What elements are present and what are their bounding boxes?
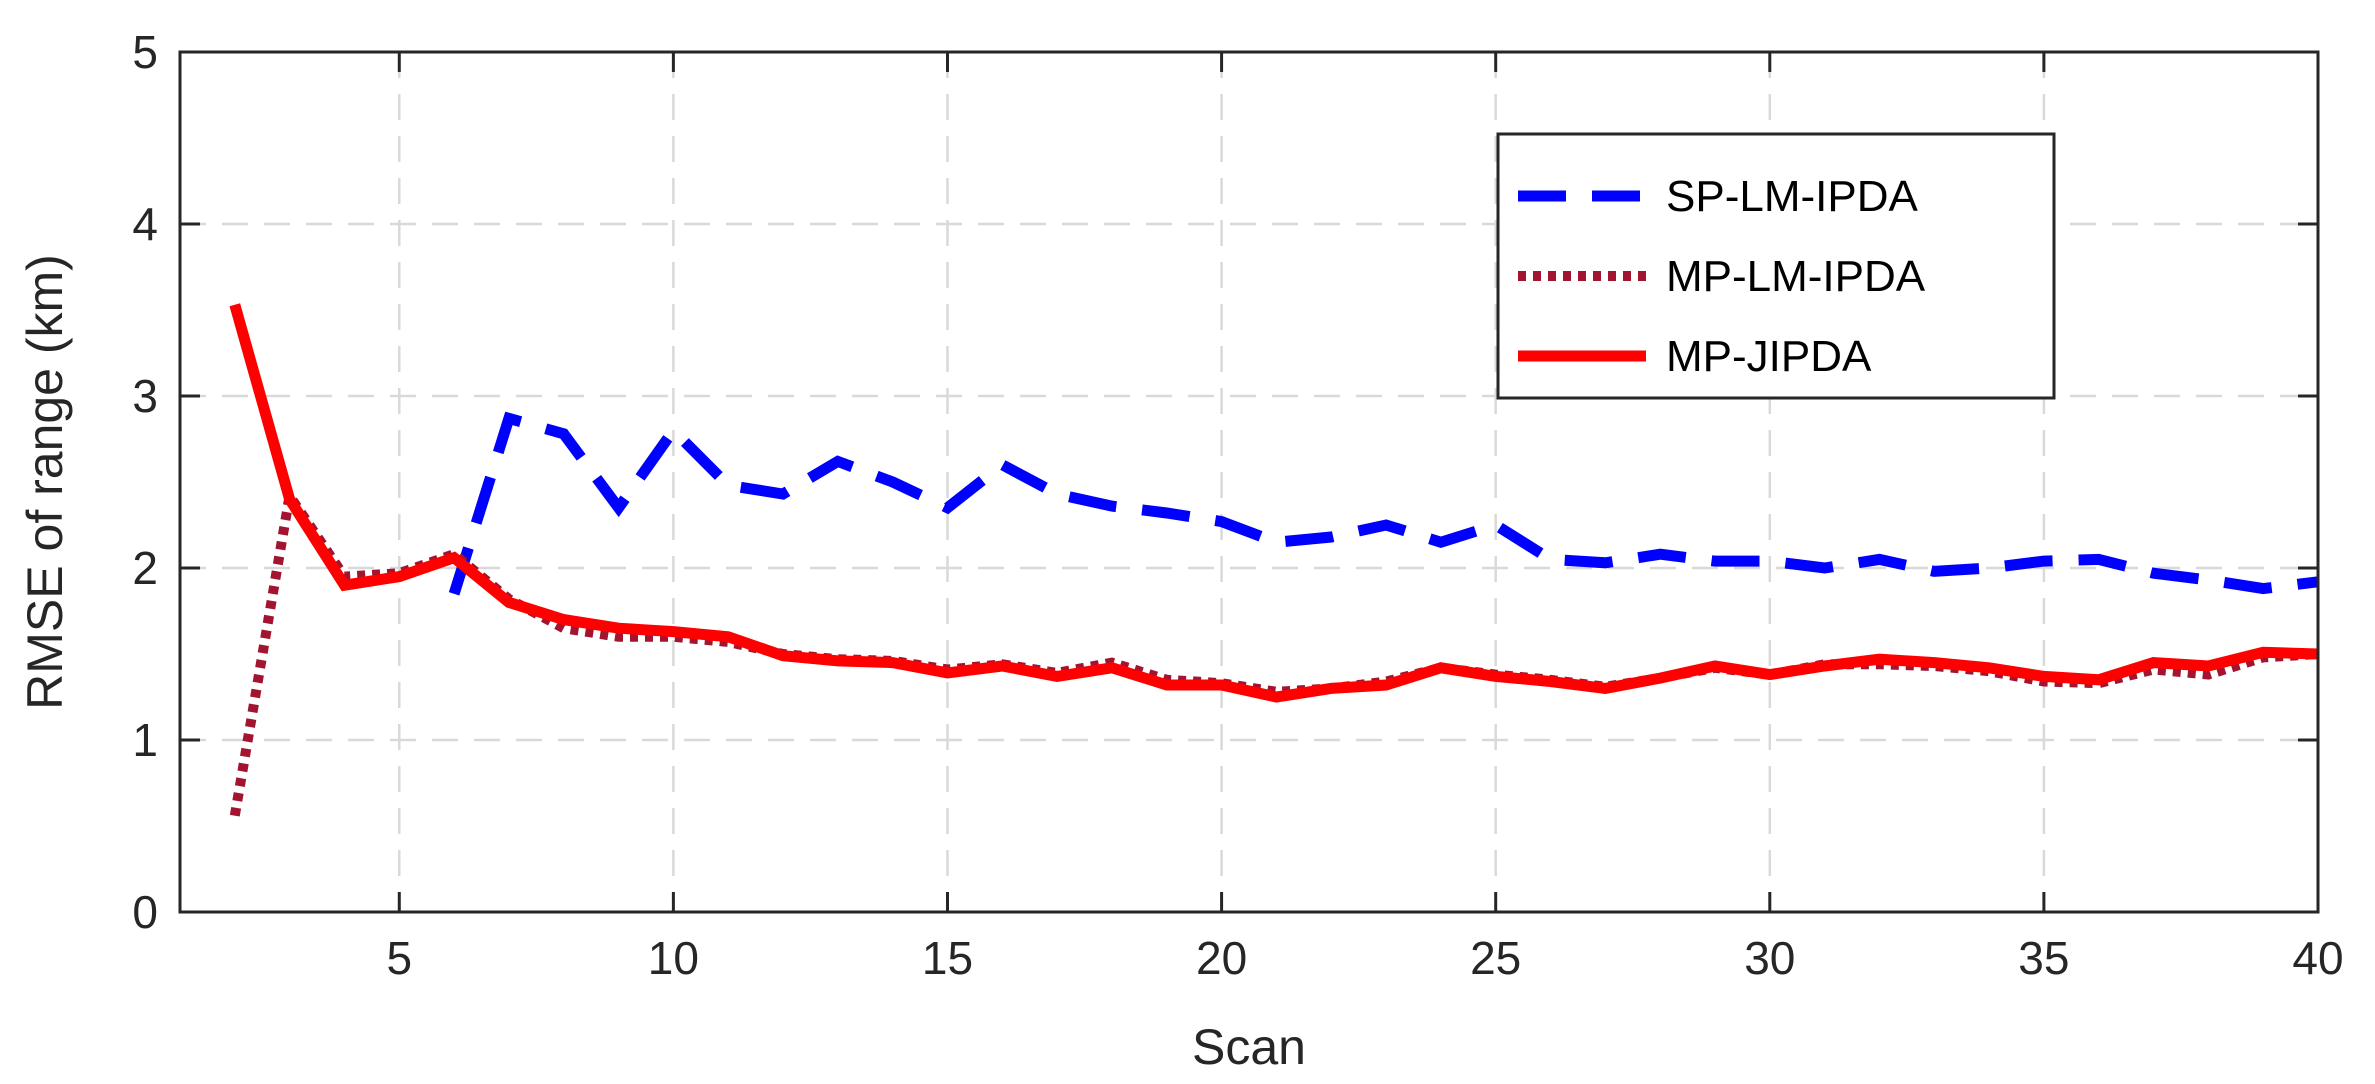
x-axis-title: Scan bbox=[1192, 1019, 1306, 1075]
legend-label: MP-LM-IPDA bbox=[1666, 252, 1926, 301]
x-tick-label: 5 bbox=[386, 932, 412, 984]
y-axis-title: RMSE of range (km) bbox=[17, 254, 73, 710]
legend: SP-LM-IPDA MP-LM-IPDA MP-JIPDA bbox=[1496, 132, 2056, 400]
x-tick-label: 15 bbox=[922, 932, 973, 984]
axis-ticks: 5 10 15 20 25 30 35 40 0 1 2 3 4 5 bbox=[132, 26, 2343, 984]
series-line-sp-lm-ipda bbox=[448, 411, 2319, 596]
x-tick-label: 25 bbox=[1470, 932, 1521, 984]
y-tick-label: 4 bbox=[132, 198, 158, 250]
series-line-mp-jipda bbox=[229, 303, 2319, 703]
x-tick-label: 35 bbox=[2018, 932, 2069, 984]
x-tick-label: 30 bbox=[1744, 932, 1795, 984]
series-lines bbox=[229, 303, 2319, 817]
x-tick-label: 40 bbox=[2292, 932, 2343, 984]
x-tick-label: 10 bbox=[648, 932, 699, 984]
x-tick-label: 20 bbox=[1196, 932, 1247, 984]
plot-frame bbox=[178, 50, 2320, 914]
y-tick-label: 0 bbox=[132, 886, 158, 938]
legend-label: SP-LM-IPDA bbox=[1666, 172, 1918, 221]
y-tick-label: 1 bbox=[132, 714, 158, 766]
y-tick-label: 3 bbox=[132, 370, 158, 422]
y-tick-label: 2 bbox=[132, 542, 158, 594]
legend-label: MP-JIPDA bbox=[1666, 332, 1872, 381]
y-tick-label: 5 bbox=[132, 26, 158, 78]
